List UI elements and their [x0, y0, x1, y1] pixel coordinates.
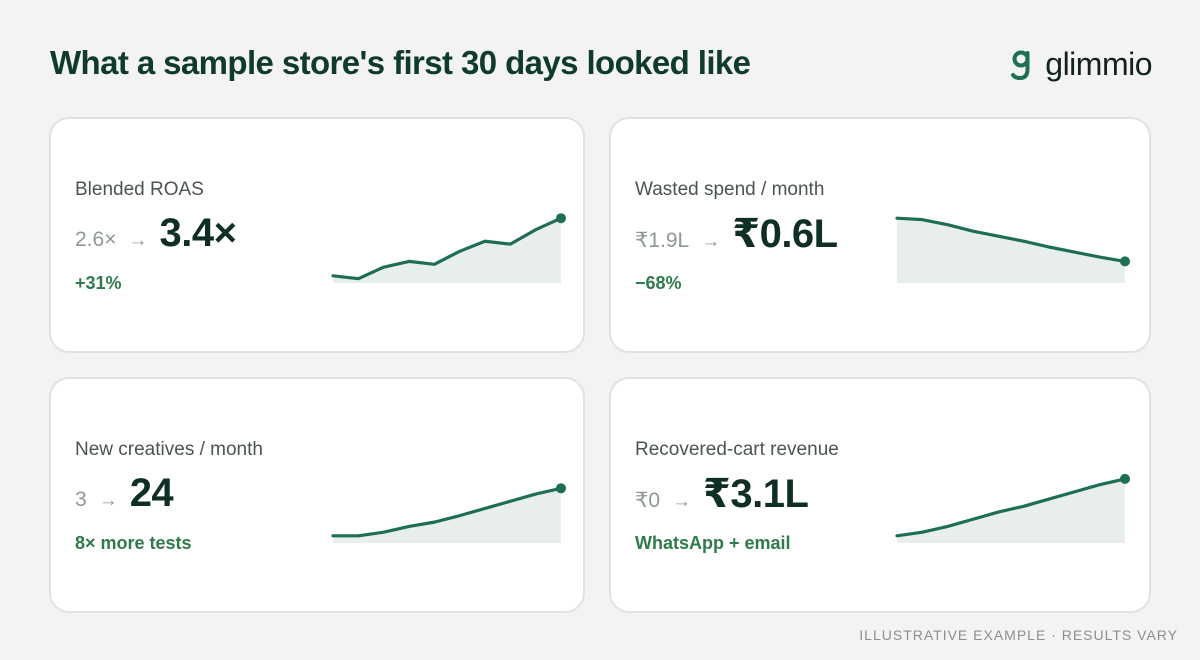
metric-label: Blended ROAS [75, 179, 204, 200]
metric-compare: ₹1.9L → ₹0.6L [635, 211, 838, 257]
sparkline-area [333, 488, 561, 543]
metric-to-value: 3.4× [159, 211, 237, 255]
metric-card-new-creatives: New creatives / month 3 → 24 8× more tes… [49, 377, 585, 613]
metric-from-value: ₹1.9L [635, 229, 690, 252]
metric-from-value: ₹0 [635, 489, 661, 512]
sparkline-line [331, 216, 563, 281]
sparkline [331, 483, 566, 543]
metric-card-recovered-cart: Recovered-cart revenue ₹0 → ₹3.1L WhatsA… [609, 377, 1151, 613]
metric-to-value: ₹0.6L [732, 212, 838, 256]
glimmio-mark-icon [1011, 50, 1030, 80]
metric-delta: −68% [635, 273, 682, 293]
sparkline [331, 213, 566, 283]
brand-name: glimmio [1045, 46, 1152, 82]
metric-label: Recovered-cart revenue [635, 439, 839, 460]
sparkline-end-point [1120, 256, 1130, 267]
metric-to-value: 24 [129, 471, 174, 515]
page-title: What a sample store's first 30 days look… [50, 44, 751, 81]
metric-to-value: ₹3.1L [703, 472, 809, 516]
sparkline-area [897, 218, 1125, 283]
metric-delta: +31% [75, 273, 122, 293]
metric-compare: 2.6× → 3.4× [75, 211, 237, 256]
arrow-right-icon: → [701, 231, 721, 252]
arrow-right-icon: → [98, 490, 118, 511]
metric-card-blended-roas: Blended ROAS 2.6× → 3.4× +31% [49, 117, 585, 353]
sparkline-end-point [556, 483, 566, 494]
sparkline [895, 216, 1130, 283]
metric-card-wasted-spend: Wasted spend / month ₹1.9L → ₹0.6L −68% [609, 117, 1151, 353]
brand-logo: glimmio [1009, 46, 1152, 83]
metric-delta: 8× more tests [75, 533, 192, 553]
arrow-right-icon: → [128, 230, 148, 251]
metric-from-value: 2.6× [75, 228, 117, 251]
metric-delta: WhatsApp + email [635, 533, 791, 553]
sparkline-line [331, 486, 563, 538]
sparkline-line [895, 477, 1127, 538]
metric-label: Wasted spend / month [635, 179, 825, 200]
arrow-right-icon: → [672, 491, 692, 512]
metric-compare: 3 → 24 [75, 471, 174, 516]
sparkline-end-point [1120, 473, 1130, 484]
metric-from-value: 3 [75, 488, 87, 511]
sparkline-line [895, 216, 1127, 264]
sparkline [895, 473, 1130, 543]
metric-compare: ₹0 → ₹3.1L [635, 471, 809, 517]
footnote: ILLUSTRATIVE EXAMPLE · RESULTS VARY [859, 627, 1178, 643]
metric-label: New creatives / month [75, 439, 263, 460]
sparkline-end-point [556, 213, 566, 224]
